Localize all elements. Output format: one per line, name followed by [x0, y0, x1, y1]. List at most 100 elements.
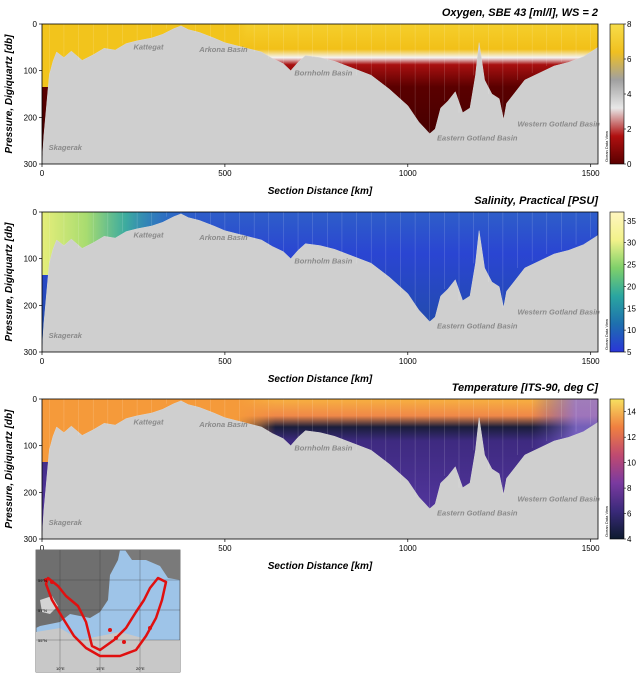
y-axis-label: Pressure, Digiquartz [db]: [4, 409, 15, 529]
colorbar-tick-label: 4: [627, 535, 632, 544]
colorbar-tick-label: 8: [627, 484, 632, 493]
y-tick-label: 300: [24, 535, 38, 544]
station-marker: [108, 628, 112, 632]
y-tick-label: 0: [33, 395, 38, 404]
region-label: Skagerak: [49, 331, 83, 340]
panel-2: Salinity, Practical [PSU] Pressure, Digiq…: [4, 195, 636, 385]
y-tick-label: 200: [24, 488, 38, 497]
x-tick-label: 1000: [399, 357, 417, 366]
plot-frame: [41, 398, 599, 540]
region-label: Western Gotland Basin: [518, 120, 601, 129]
map-lon-label: 10°E: [56, 666, 65, 671]
y-tick-label: 100: [24, 255, 38, 264]
map-lat-label: 57°N: [38, 608, 47, 613]
y-tick-label: 300: [24, 160, 38, 169]
chart-title: Temperature [ITS-90, deg C]: [452, 382, 599, 394]
map-lon-label: 20°E: [136, 666, 145, 671]
x-tick-label: 0: [40, 544, 45, 553]
y-axis-label: Pressure, Digiquartz [db]: [4, 34, 15, 154]
colorbar-tick-label: 2: [627, 125, 632, 134]
colorbar-tick-label: 8: [627, 20, 632, 29]
x-tick-label: 1500: [582, 357, 600, 366]
colorbar-tick-label: 5: [627, 348, 632, 357]
station-marker: [50, 580, 54, 584]
colorbar-tick-label: 30: [627, 239, 636, 248]
x-axis-label: Section Distance [km]: [268, 186, 373, 197]
region-label: Eastern Gotland Basin: [437, 509, 518, 518]
y-tick-label: 100: [24, 67, 38, 76]
panel-1: Oxygen, SBE 43 [ml/l], WS = 2 Pressure, D…: [4, 7, 632, 197]
colorbar-tick-label: 15: [627, 304, 636, 313]
region-label: Skagerak: [49, 143, 83, 152]
colorbar-tick-label: 4: [627, 90, 632, 99]
chart-title: Oxygen, SBE 43 [ml/l], WS = 2: [442, 7, 598, 19]
y-tick-label: 200: [24, 301, 38, 310]
y-tick-label: 300: [24, 348, 38, 357]
x-tick-label: 500: [218, 544, 232, 553]
odv-watermark: Ocean Data View: [604, 319, 609, 350]
chart-title: Salinity, Practical [PSU]: [474, 195, 598, 207]
seafloor-bathymetry: [41, 213, 599, 353]
odv-watermark: Ocean Data View: [604, 506, 609, 537]
colorbar: [609, 211, 625, 353]
x-tick-label: 500: [218, 169, 232, 178]
x-tick-label: 1000: [399, 544, 417, 553]
colorbar-tick-label: 6: [627, 55, 632, 64]
x-axis-label: Section Distance [km]: [268, 561, 373, 572]
y-tick-label: 0: [33, 208, 38, 217]
colorbar-tick-label: 25: [627, 261, 636, 270]
colorbar-tick-label: 20: [627, 282, 636, 291]
station-marker: [122, 640, 126, 644]
region-label: Arkona Basin: [198, 420, 248, 429]
region-label: Bornholm Basin: [294, 256, 352, 265]
map-lat-label: 55°N: [38, 638, 47, 643]
map-lon-label: 15°E: [96, 666, 105, 671]
x-tick-label: 1500: [582, 169, 600, 178]
region-label: Western Gotland Basin: [518, 308, 601, 317]
map-lat-label: 59°N: [38, 578, 47, 583]
colorbar-tick-label: 10: [627, 326, 636, 335]
x-tick-label: 1000: [399, 169, 417, 178]
colorbar-tick-label: 35: [627, 217, 636, 226]
colorbar: [609, 398, 625, 540]
plot-frame: [41, 211, 599, 353]
colorbar-tick-label: 14: [627, 408, 636, 417]
seafloor-bathymetry: [41, 25, 599, 165]
station-casts: [49, 212, 591, 322]
station-casts: [49, 24, 591, 134]
station-casts: [49, 399, 591, 509]
y-tick-label: 0: [33, 20, 38, 29]
region-label: Eastern Gotland Basin: [437, 134, 518, 143]
region-label: Kattegat: [133, 418, 164, 427]
region-label: Bornholm Basin: [294, 68, 352, 77]
region-label: Arkona Basin: [198, 233, 248, 242]
plot-frame: [41, 23, 599, 165]
cruise-track: [44, 576, 168, 658]
station-marker: [44, 578, 48, 582]
y-tick-label: 200: [24, 113, 38, 122]
colorbar-tick-label: 6: [627, 510, 632, 519]
colorbar: [609, 23, 625, 165]
y-axis-label: Pressure, Digiquartz [db]: [4, 222, 15, 342]
region-label: Bornholm Basin: [294, 443, 352, 452]
x-axis-label: Section Distance [km]: [268, 374, 373, 385]
seafloor-bathymetry: [41, 400, 599, 540]
x-tick-label: 1500: [582, 544, 600, 553]
station-map-inset: 59°N 57°N 55°N 10°E 15°E 20°E: [35, 549, 181, 673]
region-label: Arkona Basin: [198, 45, 248, 54]
x-tick-label: 500: [218, 357, 232, 366]
colorbar-tick-label: 10: [627, 459, 636, 468]
x-tick-label: 0: [40, 169, 45, 178]
station-marker: [114, 636, 118, 640]
map-land-finland: [125, 550, 180, 580]
region-label: Skagerak: [49, 518, 83, 527]
x-tick-label: 0: [40, 357, 45, 366]
odv-watermark: Ocean Data View: [604, 131, 609, 162]
y-tick-label: 100: [24, 442, 38, 451]
region-label: Kattegat: [133, 231, 164, 240]
region-label: Kattegat: [133, 43, 164, 52]
station-marker: [148, 626, 152, 630]
colorbar-tick-label: 12: [627, 433, 636, 442]
region-label: Western Gotland Basin: [518, 495, 601, 504]
